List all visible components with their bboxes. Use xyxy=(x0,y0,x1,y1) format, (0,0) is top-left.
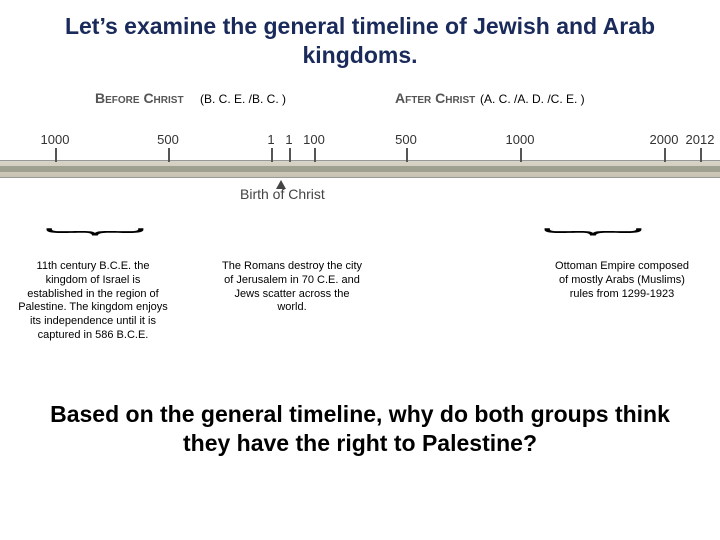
timeline-tick-label: 2000 xyxy=(650,132,679,147)
era-bc-header: Before Christ xyxy=(95,90,184,106)
timeline-tick xyxy=(520,148,522,162)
timeline-tick xyxy=(271,148,273,162)
timeline-tick-label: 500 xyxy=(395,132,417,147)
era-ac-header: After Christ xyxy=(395,90,475,106)
birth-of-christ-label: Birth of Christ xyxy=(240,186,325,202)
timeline-tick xyxy=(55,148,57,162)
timeline-tick xyxy=(289,148,291,162)
brace-right-icon: ︷ xyxy=(542,222,644,262)
annotation-romans: The Romans destroy the city of Jerusalem… xyxy=(222,260,362,315)
brace-left-icon: ︷ xyxy=(44,222,146,262)
slide-title: Let’s examine the general timeline of Je… xyxy=(0,0,720,76)
era-bc-paren: (B. C. E. /B. C. ) xyxy=(200,92,286,106)
timeline-tick-label: 2012 xyxy=(686,132,715,147)
timeline-bar xyxy=(0,160,720,178)
timeline-tick-label: 1 xyxy=(285,132,292,147)
annotation-ottoman: Ottoman Empire composed of mostly Arabs … xyxy=(552,260,692,301)
timeline-tick xyxy=(314,148,316,162)
annotation-israel: 11th century B.C.E. the kingdom of Israe… xyxy=(18,260,168,343)
timeline-tick xyxy=(700,148,702,162)
discussion-question: Based on the general timeline, why do bo… xyxy=(0,400,720,458)
era-ac-paren: (A. C. /A. D. /C. E. ) xyxy=(480,92,585,106)
timeline-tick-label: 1000 xyxy=(41,132,70,147)
timeline-tick-label: 1 xyxy=(267,132,274,147)
timeline-tick xyxy=(664,148,666,162)
timeline-tick-label: 1000 xyxy=(506,132,535,147)
timeline-tick xyxy=(406,148,408,162)
timeline-tick-label: 500 xyxy=(157,132,179,147)
timeline: 1000 500 11 100 500 1000 2000 2012 Birth of Chr… xyxy=(0,120,720,210)
timeline-tick-label: 100 xyxy=(303,132,325,147)
timeline-tick xyxy=(168,148,170,162)
